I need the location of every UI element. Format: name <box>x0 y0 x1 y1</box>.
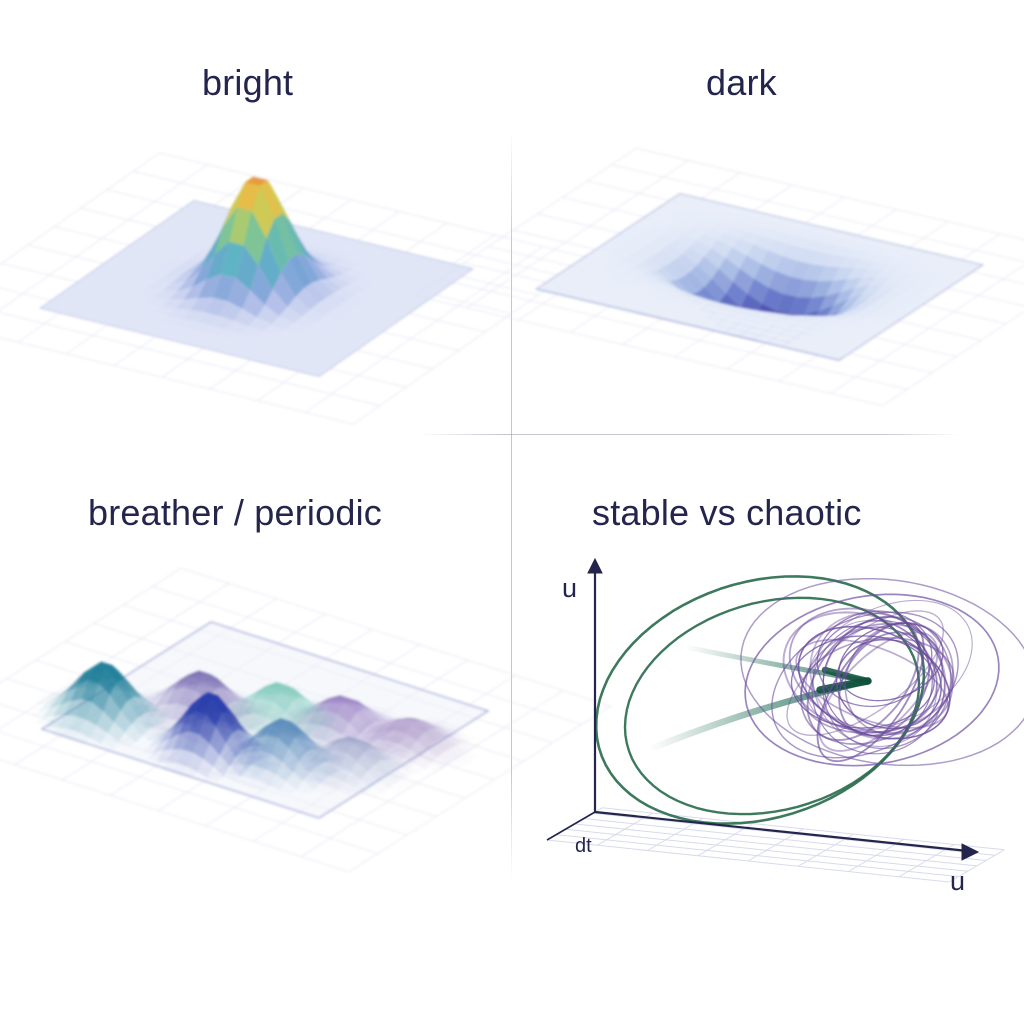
svg-text:u: u <box>950 866 965 896</box>
svg-text:dt: dt <box>575 835 592 857</box>
svg-text:u: u <box>562 573 577 603</box>
